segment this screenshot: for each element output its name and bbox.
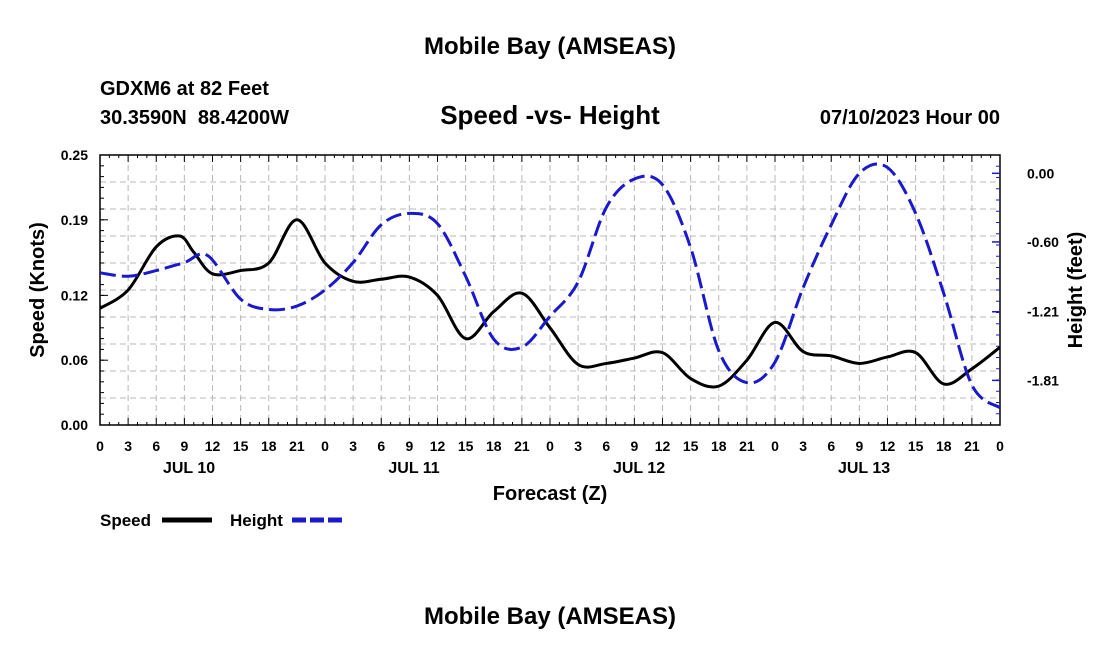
- series-line-height: [100, 162, 1000, 410]
- footer-title: Mobile Bay (AMSEAS): [424, 603, 676, 630]
- y-axis-title-right: Height (feet): [1065, 232, 1087, 349]
- x-tick-label: 0: [771, 438, 779, 454]
- tick-labels: 0 3 6 9 12 15 18 21 0 3 6 9 12 15 18 21 0 3 6 9 12 15 18 21 0 3 6 9…: [61, 147, 1059, 477]
- day-label: JUL 11: [388, 460, 439, 477]
- x-tick-label: 9: [630, 438, 638, 454]
- series-lines: [100, 162, 1000, 410]
- x-tick-label: 18: [486, 438, 502, 454]
- legend-speed-label: Speed: [100, 511, 151, 530]
- station-label: GDXM6 at 82 Feet: [100, 78, 269, 100]
- x-tick-label: 18: [936, 438, 952, 454]
- y-tick-label-left: 0.00: [61, 417, 88, 433]
- x-tick-label: 3: [124, 438, 132, 454]
- x-tick-label: 3: [349, 438, 357, 454]
- x-tick-label: 21: [514, 438, 530, 454]
- x-tick-label: 15: [683, 438, 699, 454]
- x-tick-label: 3: [574, 438, 582, 454]
- x-tick-label: 12: [655, 438, 671, 454]
- series-line-speed: [100, 218, 1000, 389]
- date-label: 07/10/2023 Hour 00: [820, 107, 1000, 129]
- y-tick-label-right: 0.00: [1027, 165, 1054, 181]
- x-tick-label: 6: [377, 438, 385, 454]
- x-tick-label: 0: [546, 438, 554, 454]
- x-tick-label: 21: [289, 438, 305, 454]
- x-tick-label: 3: [799, 438, 807, 454]
- x-tick-label: 0: [96, 438, 104, 454]
- x-tick-label: 12: [430, 438, 446, 454]
- legend-height-label: Height: [230, 511, 283, 530]
- y-tick-label-right: -1.21: [1027, 304, 1059, 320]
- coords-label: 30.3590N 88.4200W: [100, 107, 289, 129]
- x-tick-label: 15: [458, 438, 474, 454]
- x-tick-label: 21: [964, 438, 980, 454]
- x-tick-label: 6: [602, 438, 610, 454]
- day-label: JUL 12: [613, 460, 665, 477]
- x-tick-label: 6: [152, 438, 160, 454]
- y-axis-title-left: Speed (Knots): [27, 222, 49, 358]
- x-tick-label: 15: [908, 438, 924, 454]
- x-axis-title: Forecast (Z): [493, 483, 607, 505]
- legend: Speed Height: [100, 511, 342, 530]
- y-tick-label-right: -0.60: [1027, 234, 1059, 250]
- grid: [100, 155, 1000, 425]
- x-tick-label: 12: [205, 438, 221, 454]
- x-tick-label: 0: [321, 438, 329, 454]
- axis-ticks: [99, 154, 1001, 426]
- x-tick-label: 0: [996, 438, 1004, 454]
- x-tick-label: 21: [739, 438, 755, 454]
- chart-title: Speed -vs- Height: [440, 100, 660, 130]
- x-tick-label: 18: [261, 438, 277, 454]
- y-tick-label-left: 0.12: [61, 287, 88, 303]
- day-label: JUL 10: [163, 460, 215, 477]
- y-tick-label-left: 0.06: [61, 352, 88, 368]
- x-tick-label: 6: [827, 438, 835, 454]
- day-label: JUL 13: [838, 460, 890, 477]
- x-tick-label: 9: [855, 438, 863, 454]
- x-tick-label: 15: [233, 438, 249, 454]
- y-tick-label-left: 0.25: [61, 147, 88, 163]
- x-tick-label: 9: [405, 438, 413, 454]
- x-tick-label: 9: [180, 438, 188, 454]
- x-tick-label: 12: [880, 438, 896, 454]
- y-tick-label-right: -1.81: [1027, 372, 1059, 388]
- x-tick-label: 18: [711, 438, 727, 454]
- main-title: Mobile Bay (AMSEAS): [424, 33, 676, 60]
- y-tick-label-left: 0.19: [61, 212, 88, 228]
